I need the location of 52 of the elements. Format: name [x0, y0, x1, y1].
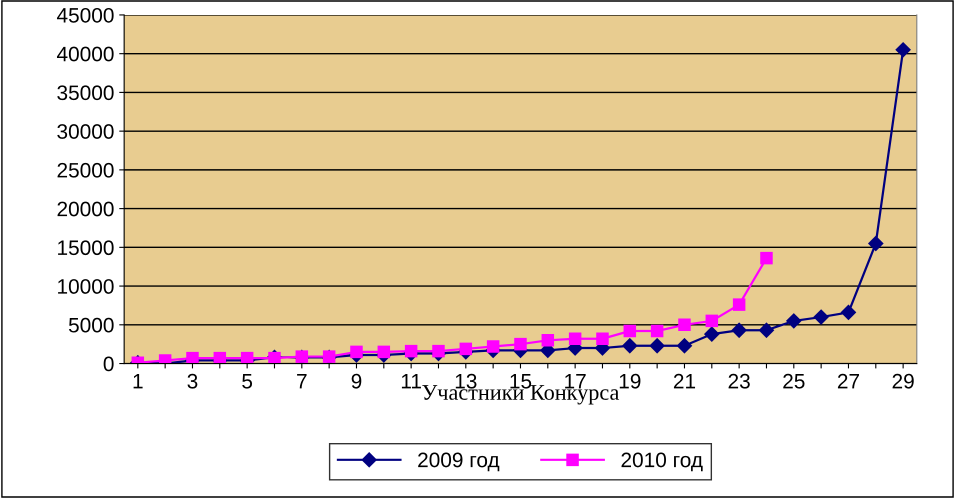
y-tick-label: 10000 — [58, 279, 114, 294]
point — [786, 313, 802, 329]
point — [706, 314, 718, 328]
point — [596, 332, 609, 345]
point — [814, 309, 829, 325]
x-tick-label: 9 — [352, 374, 362, 389]
point — [432, 344, 445, 358]
point — [268, 352, 281, 364]
legend-label: 2010 год — [622, 452, 703, 472]
y-tick-label: 20000 — [58, 202, 114, 216]
point — [378, 346, 390, 358]
y-tick-label: 25000 — [58, 162, 114, 178]
x-tick-label: 27 — [838, 374, 860, 388]
point — [868, 236, 884, 252]
y-tick-label: 30000 — [57, 124, 114, 139]
point — [732, 298, 746, 311]
point — [460, 342, 472, 356]
point — [624, 324, 636, 338]
y-tick-label: 40000 — [56, 46, 114, 62]
point — [650, 324, 664, 338]
point — [732, 322, 747, 338]
y-tick-label: 35000 — [57, 85, 114, 100]
point — [676, 338, 692, 354]
x-tick-label: 23 — [728, 374, 750, 389]
x-tick-label: 5 — [242, 374, 252, 389]
x-tick-label: 21 — [674, 374, 696, 388]
y-tick-label: 45000 — [56, 8, 114, 23]
point — [486, 340, 500, 353]
x-tick-label: 1 — [134, 374, 143, 388]
y-tick-label: 15000 — [58, 240, 114, 256]
x-tick-label: 3 — [187, 374, 198, 389]
point — [650, 338, 665, 354]
point — [760, 252, 773, 264]
point — [404, 344, 418, 358]
y-tick-label: 5000 — [68, 318, 114, 333]
point — [350, 346, 363, 358]
point — [840, 304, 856, 320]
point — [678, 318, 691, 332]
x-tick-label: 29 — [892, 374, 914, 389]
x-tick-label: 11 — [402, 374, 421, 388]
point — [758, 322, 774, 338]
legend-label: 2009 год — [418, 452, 500, 472]
x-tick-label: 25 — [783, 374, 805, 389]
point — [542, 334, 554, 347]
y-tick-label: 0 — [104, 356, 114, 372]
point — [622, 338, 638, 354]
point — [896, 42, 911, 58]
point — [704, 326, 720, 342]
point — [514, 338, 527, 350]
point — [568, 332, 582, 345]
x-tick-label: 7 — [297, 374, 307, 388]
x-tick-label: 19 — [620, 374, 640, 389]
